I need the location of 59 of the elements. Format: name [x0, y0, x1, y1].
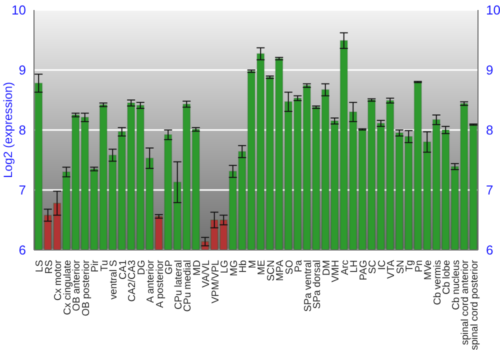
x-tick-label: Tg: [404, 260, 416, 272]
x-tick-label: MD: [192, 260, 203, 276]
x-tick-label: VPM/VPL: [210, 260, 222, 304]
x-tick-label: SCN: [266, 260, 277, 282]
y2-tick-label: 6: [486, 242, 494, 258]
x-tick-label: Cb nucleus: [450, 260, 462, 310]
x-tick-label: A posterior: [154, 259, 166, 308]
x-tick-label: Pir: [90, 259, 102, 272]
x-tick-label: Cb vermis: [432, 260, 444, 306]
y2-tick-label: 9: [486, 62, 494, 78]
x-tick-label: MVe: [423, 260, 434, 280]
x-tick-label: spinal cord posterior: [469, 259, 480, 350]
x-tick-label: RS: [44, 260, 55, 274]
y-tick-label: 6: [18, 242, 26, 258]
x-tick-label: spinal cord anterior: [460, 259, 472, 346]
x-tick-label: DM: [321, 260, 332, 276]
x-tick-label: MG: [228, 260, 240, 276]
x-tick-label: LG: [220, 260, 231, 274]
x-tick-label: VA/VL: [201, 260, 212, 288]
x-tick-label: Arc: [340, 260, 351, 275]
x-tick-label: GP: [164, 260, 176, 274]
y-tick-label: 9: [18, 62, 26, 78]
x-tick-label: OB anterior: [72, 259, 83, 312]
x-tick-label: Cb lobe: [442, 260, 453, 294]
x-tick-label: Cx motor: [53, 259, 64, 301]
y2-tick-label: 10: [486, 2, 500, 18]
x-tick-label: M: [247, 260, 258, 268]
x-tick-label: DG: [136, 260, 148, 275]
x-tick-label: ME: [256, 260, 268, 275]
x-tick-label: SC: [368, 260, 379, 274]
x-tick-label: PAG: [358, 260, 370, 280]
y-tick-label: 7: [18, 182, 26, 198]
x-tick-label: OB posterior: [80, 259, 92, 316]
y-tick-label: 8: [18, 122, 26, 138]
x-tick-label: Pn: [414, 260, 425, 272]
x-tick-label: Tu: [99, 260, 110, 272]
x-tick-label: CA1: [118, 260, 129, 280]
y-axis-title: Log2 (expression): [1, 82, 16, 178]
x-tick-label: VMH: [330, 260, 342, 282]
y2-tick-label: 8: [486, 122, 494, 138]
x-tick-label: Cx cingulate: [62, 260, 74, 316]
x-tick-label: CPu medial: [182, 260, 194, 312]
x-tick-label: SPa ventral: [302, 260, 314, 312]
x-tick-label: A anterior: [146, 259, 157, 303]
x-tick-label: LH: [349, 260, 360, 273]
x-tick-label: Hb: [238, 260, 250, 273]
x-tick-label: SN: [395, 260, 406, 274]
x-tick-label: CA2/CA3: [127, 260, 138, 302]
y2-tick-label: 7: [486, 182, 494, 198]
x-tick-label: SPa dorsal: [312, 260, 324, 309]
x-tick-label: VTA: [386, 260, 398, 279]
x-tick-label: CPu lateral: [173, 260, 184, 310]
x-tick-label: IC: [376, 260, 388, 270]
x-tick-label: LS: [34, 260, 46, 272]
x-tick-label: SO: [284, 260, 296, 274]
y-tick-label: 10: [12, 2, 26, 18]
x-tick-label: ventral S: [108, 260, 120, 300]
x-tick-label: Pa: [294, 260, 305, 272]
x-tick-label: MPA: [275, 260, 286, 281]
